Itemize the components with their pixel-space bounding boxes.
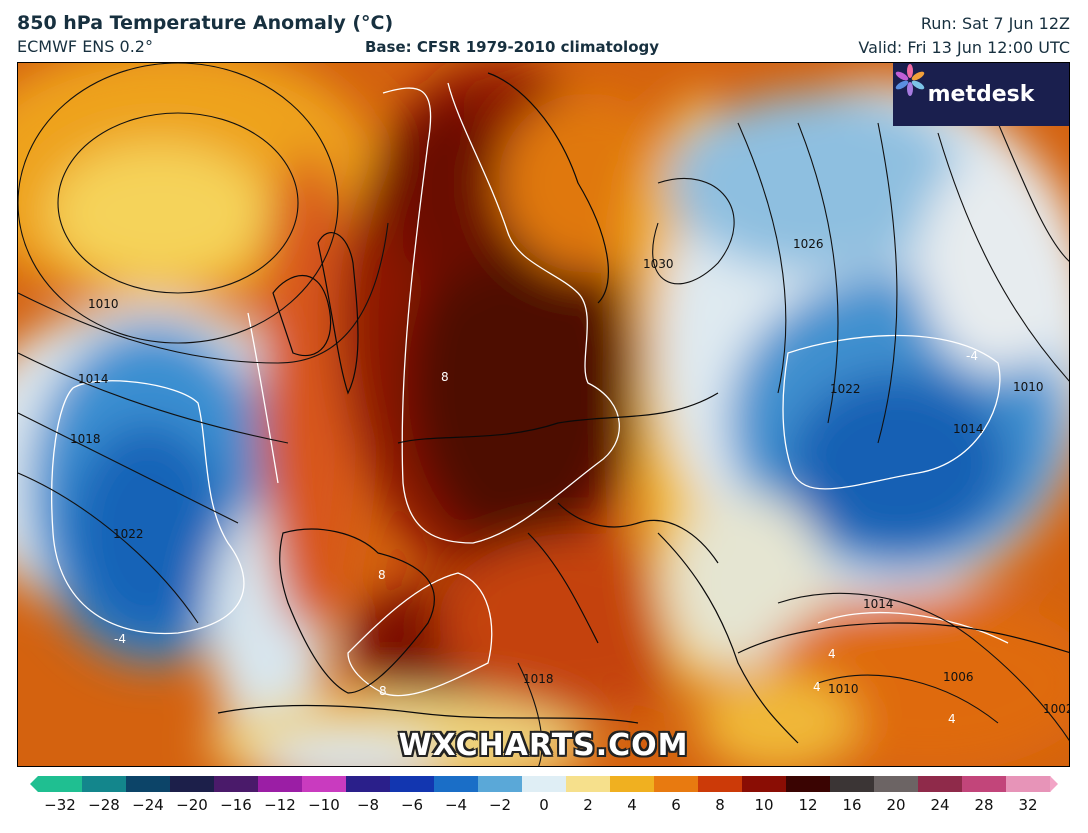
- anomaly-label: 4: [828, 647, 836, 661]
- valid-label: Valid: Fri 13 Jun 12:00 UTC: [858, 38, 1070, 57]
- colorbar-tick-label: 0: [539, 796, 549, 814]
- colorbar-tick-label: 28: [974, 796, 994, 814]
- metdesk-flower-icon: [895, 64, 925, 96]
- colorbar-tick-label: 20: [886, 796, 906, 814]
- colorbar-cell: [654, 776, 699, 792]
- colorbar-tick-label: 10: [754, 796, 774, 814]
- watermark: WXCHARTS.COM: [398, 728, 689, 763]
- isobar-label: 1014: [953, 422, 984, 436]
- colorbar-cell: [918, 776, 963, 792]
- colorbar-ticks: −32 −28 −24 −20 −16 −12 −10 −8 −6 −4 −2 0 2 4 6 8 10 12 16…: [0, 796, 1088, 820]
- colorbar-cell: [742, 776, 787, 792]
- colorbar-cell: [346, 776, 391, 792]
- isobar-label: 1018: [523, 672, 554, 686]
- colorbar-tick-label: −16: [220, 796, 252, 814]
- colorbar-left-arrow: [30, 776, 38, 792]
- colorbar-tick-label: 2: [583, 796, 593, 814]
- colorbar-tick-label: −2: [488, 796, 512, 814]
- colorbar-tick-label: −12: [264, 796, 296, 814]
- colorbar-cell: [478, 776, 523, 792]
- anomaly-label: 8: [441, 370, 449, 384]
- isobar-label: 1014: [78, 372, 109, 386]
- colorbar-cell: [610, 776, 655, 792]
- isobar-label: 1030: [643, 257, 674, 271]
- colorbar-tick-label: −32: [44, 796, 76, 814]
- anomaly-label: 4: [813, 680, 821, 694]
- isobar-label: 1022: [830, 382, 861, 396]
- colorbar-tick-label: 16: [842, 796, 862, 814]
- anomaly-label: -4: [966, 349, 978, 363]
- anomaly-label: 8: [379, 684, 387, 698]
- colorbar-cell: [1006, 776, 1051, 792]
- anomaly-label: 8: [378, 568, 386, 582]
- colorbar-cell: [170, 776, 215, 792]
- metdesk-logo-text: metdesk: [927, 82, 1035, 107]
- colorbar-cell: [302, 776, 347, 792]
- base-label: Base: CFSR 1979-2010 climatology: [365, 38, 660, 56]
- colorbar-cell: [434, 776, 479, 792]
- colorbar-cell: [698, 776, 743, 792]
- isobar-label: 1022: [113, 527, 144, 541]
- colorbar-cell: [874, 776, 919, 792]
- colorbar-tick-label: 4: [627, 796, 637, 814]
- colorbar-tick-label: −4: [444, 796, 468, 814]
- colorbar-tick-label: −24: [132, 796, 164, 814]
- isobar-label: 1014: [863, 597, 894, 611]
- map-field: 1010 1014 1018 1022 1026 1030 1022 1010 …: [18, 63, 1070, 766]
- anomaly-label: -4: [114, 632, 126, 646]
- colorbar-cell: [258, 776, 303, 792]
- colorbar-cell: [390, 776, 435, 792]
- colorbar-cell: [830, 776, 875, 792]
- isobar-label: 1026: [793, 237, 824, 251]
- anomaly-map: 1010 1014 1018 1022 1026 1030 1022 1010 …: [17, 62, 1070, 767]
- colorbar-cell: [214, 776, 259, 792]
- colorbar-tick-label: 8: [715, 796, 725, 814]
- run-label: Run: Sat 7 Jun 12Z: [920, 14, 1070, 33]
- model-label: ECMWF ENS 0.2°: [17, 37, 153, 56]
- isobar-label: 1010: [1013, 380, 1044, 394]
- colorbar-tick-label: −6: [400, 796, 424, 814]
- isobar-label: 1006: [943, 670, 974, 684]
- colorbar-tick-label: −20: [176, 796, 208, 814]
- colorbar-tick-label: −8: [356, 796, 380, 814]
- chart-title: 850 hPa Temperature Anomaly (°C): [17, 12, 394, 34]
- colorbar-right-arrow: [1050, 776, 1058, 792]
- isobar-label: 1010: [88, 297, 119, 311]
- colorbar-cell: [566, 776, 611, 792]
- isobar-label: 1002: [1043, 702, 1070, 716]
- anomaly-label: 4: [948, 712, 956, 726]
- colorbar-cell: [522, 776, 567, 792]
- colorbar-tick-label: 24: [930, 796, 950, 814]
- colorbar-tick-label: −10: [308, 796, 340, 814]
- isobar-label: 1018: [70, 432, 101, 446]
- colorbar-tick-label: 12: [798, 796, 818, 814]
- colorbar-cell: [38, 776, 83, 792]
- colorbar-tick-label: −28: [88, 796, 120, 814]
- colorbar-tick-label: 32: [1018, 796, 1038, 814]
- metdesk-logo: metdesk: [893, 63, 1069, 126]
- colorbar-tick-label: 6: [671, 796, 681, 814]
- isobar-label: 1010: [828, 682, 859, 696]
- colorbar-cell: [786, 776, 831, 792]
- colorbar-cell: [126, 776, 171, 792]
- colorbar: [30, 776, 1058, 792]
- colorbar-cell: [962, 776, 1007, 792]
- colorbar-cell: [82, 776, 127, 792]
